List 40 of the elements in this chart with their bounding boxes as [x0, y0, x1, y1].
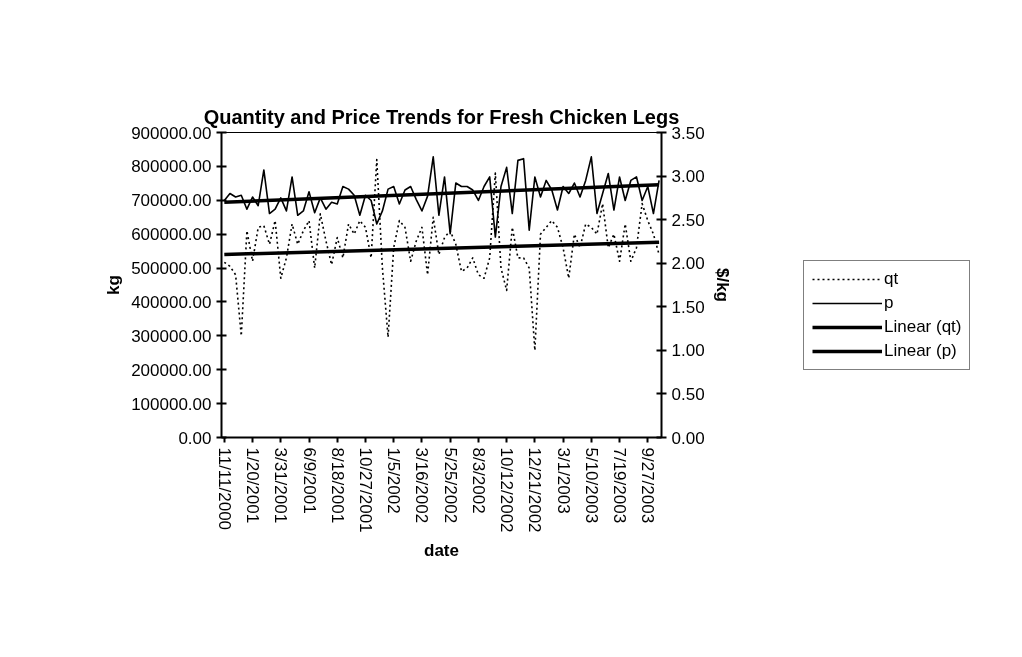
x-tick-label: 3/31/2001 — [271, 447, 291, 524]
legend-label: qt — [884, 269, 900, 289]
x-tick-label: 3/16/2002 — [412, 447, 432, 524]
x-tick-label: 8/3/2002 — [468, 447, 488, 514]
x-tick-label: 6/9/2001 — [299, 447, 319, 514]
y2-tick-label: 3.00 — [671, 167, 705, 187]
x-tick-label: 3/1/2003 — [553, 447, 573, 514]
x-tick-label: 5/10/2003 — [581, 447, 601, 524]
x-tick-label: 10/12/2002 — [497, 447, 517, 533]
y2-tick-label: 1.00 — [671, 341, 705, 361]
y2-tick-label: 2.50 — [671, 210, 705, 230]
y2-tick-label: 0.50 — [671, 384, 705, 404]
x-tick-label: 1/20/2001 — [243, 447, 263, 524]
x-axis-title: date — [424, 540, 459, 560]
x-tick-label: 11/11/2000 — [214, 447, 234, 531]
y2-tick-label: 2.00 — [671, 254, 705, 274]
y-axis-title: kg — [104, 275, 124, 295]
y2-tick-label: 1.50 — [671, 297, 705, 317]
x-tick-label: 7/19/2003 — [610, 447, 630, 524]
x-tick-label: 8/18/2001 — [327, 447, 347, 524]
legend-label: Linear (qt) — [884, 317, 962, 337]
y-tick-label: 200000.00 — [131, 360, 212, 380]
y2-tick-label: 3.50 — [671, 123, 705, 143]
y-tick-label: 400000.00 — [131, 292, 212, 312]
x-tick-label: 1/5/2002 — [384, 447, 404, 514]
legend-label: Linear (p) — [884, 341, 957, 361]
x-tick-label: 12/21/2002 — [525, 447, 545, 533]
x-tick-label: 5/25/2002 — [440, 447, 460, 524]
y-tick-label: 700000.00 — [131, 191, 212, 211]
legend-label: p — [884, 293, 895, 313]
x-tick-label: 10/27/2001 — [355, 447, 375, 533]
y-tick-label: 800000.00 — [131, 157, 212, 177]
y2-tick-label: 0.00 — [671, 428, 705, 448]
y-tick-label: 300000.00 — [131, 326, 212, 346]
y-tick-label: 0.00 — [178, 428, 212, 448]
y2-axis-title: $/kg — [712, 267, 732, 303]
y-tick-label: 500000.00 — [131, 259, 212, 279]
y-tick-label: 600000.00 — [131, 225, 212, 245]
x-tick-label: 9/27/2003 — [638, 447, 658, 524]
y-tick-label: 100000.00 — [131, 394, 212, 414]
